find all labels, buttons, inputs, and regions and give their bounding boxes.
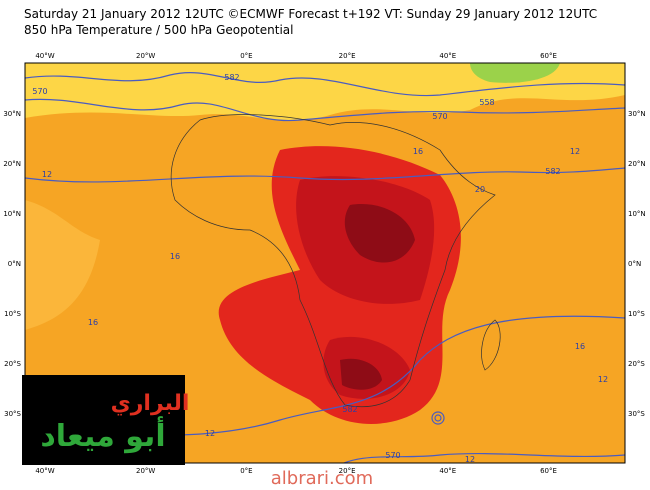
lon-label: 60°E xyxy=(540,467,557,475)
contour-label: 16 xyxy=(575,342,585,351)
lon-label: 40°W xyxy=(35,52,54,60)
contour-label: 582 xyxy=(342,405,357,414)
map-frame xyxy=(24,62,626,464)
contour-label: 558 xyxy=(479,98,494,107)
contour-label: 582 xyxy=(545,167,560,176)
header-line2: 850 hPa Temperature / 500 hPa Geopotenti… xyxy=(24,23,293,37)
contour-label: 12 xyxy=(570,147,580,156)
lat-label: 20°S xyxy=(628,360,645,368)
lon-label: 20°E xyxy=(339,467,356,475)
lat-label: 30°N xyxy=(628,110,646,118)
contour-label: 12 xyxy=(42,170,52,179)
contour-label: 570 xyxy=(32,87,47,96)
lat-label: 0°N xyxy=(8,260,21,268)
lon-label: 0°E xyxy=(240,52,252,60)
lat-label: 20°S xyxy=(4,360,21,368)
lat-label: 10°S xyxy=(4,310,21,318)
lon-label: 40°W xyxy=(35,467,54,475)
logo-box xyxy=(22,375,185,465)
header-line1: Saturday 21 January 2012 12UTC ©ECMWF Fo… xyxy=(24,7,597,21)
lon-label: 20°E xyxy=(339,52,356,60)
lon-label: 20°W xyxy=(136,467,155,475)
watermark: albrari.com xyxy=(271,468,373,486)
contour-label: 582 xyxy=(224,73,239,82)
lon-label: 40°E xyxy=(439,52,456,60)
lat-label: 20°N xyxy=(3,160,21,168)
lon-label: 40°E xyxy=(439,467,456,475)
contour-label: 570 xyxy=(385,451,400,460)
lat-label: 10°N xyxy=(3,210,21,218)
lat-label: 20°N xyxy=(628,160,646,168)
lat-label: 0°N xyxy=(628,260,641,268)
lon-label: 0°E xyxy=(240,467,252,475)
contour-label: 20 xyxy=(475,185,485,194)
logo-line1: البراري xyxy=(111,391,190,416)
lat-label: 30°N xyxy=(3,110,21,118)
contour-label: 570 xyxy=(432,112,447,121)
contour-label: 12 xyxy=(598,375,608,384)
lat-label: 30°S xyxy=(628,410,645,418)
contour-label: 16 xyxy=(88,318,98,327)
contour-label: 12 xyxy=(205,429,215,438)
contour-labels: 570 582 558 570 12 12 582 16 16 16 12 12 12 570 582 16 2… xyxy=(32,73,608,464)
logo-line2: أبو ميعاد xyxy=(40,416,165,454)
lat-label: 10°N xyxy=(628,210,646,218)
contour-label: 16 xyxy=(413,147,423,156)
lon-label: 60°E xyxy=(540,52,557,60)
lat-label: 10°S xyxy=(628,310,645,318)
axis-labels: 40°W 40°W 20°W 20°W 0°E 0°E 20°E 20°E 40°E 40°E 60… xyxy=(3,52,645,475)
contour-label: 12 xyxy=(465,455,475,464)
lat-label: 30°S xyxy=(4,410,21,418)
contour-label: 16 xyxy=(170,252,180,261)
lon-label: 20°W xyxy=(136,52,155,60)
